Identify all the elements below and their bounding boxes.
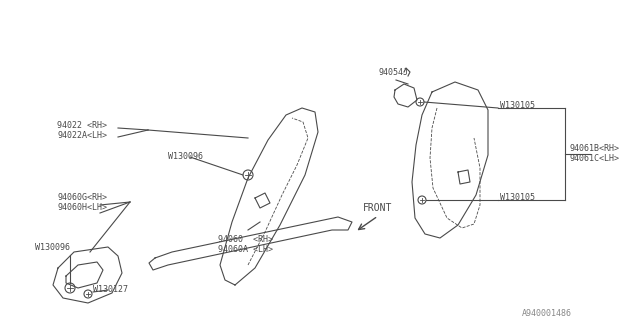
- Text: 94060G<RH>: 94060G<RH>: [57, 194, 107, 203]
- Text: 94061B<RH>: 94061B<RH>: [570, 143, 620, 153]
- Text: FRONT: FRONT: [363, 203, 392, 213]
- Text: W130096: W130096: [168, 151, 203, 161]
- Text: 94054J: 94054J: [378, 68, 408, 76]
- Text: W130096: W130096: [35, 244, 70, 252]
- Text: 94060H<LH>: 94060H<LH>: [57, 204, 107, 212]
- Text: A940001486: A940001486: [522, 308, 572, 317]
- Text: W130127: W130127: [93, 284, 128, 293]
- Text: 94022A<LH>: 94022A<LH>: [57, 131, 107, 140]
- Text: W130105: W130105: [500, 100, 535, 109]
- Text: 94022 <RH>: 94022 <RH>: [57, 121, 107, 130]
- Text: 94061C<LH>: 94061C<LH>: [570, 154, 620, 163]
- Text: 94060  <RH>: 94060 <RH>: [218, 236, 273, 244]
- Text: W130105: W130105: [500, 194, 535, 203]
- Text: 94060A <LH>: 94060A <LH>: [218, 245, 273, 254]
